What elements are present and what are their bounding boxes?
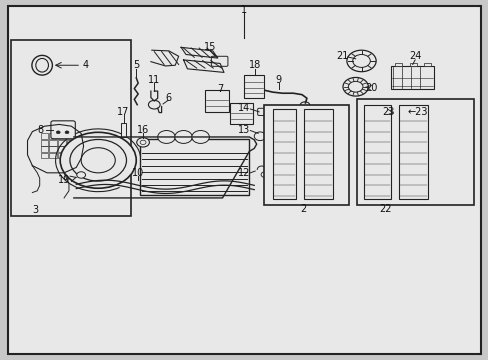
Text: 13: 13: [238, 125, 250, 135]
Circle shape: [148, 100, 160, 109]
Bar: [205, 90, 228, 112]
Text: 12: 12: [238, 168, 250, 178]
Text: 9: 9: [275, 75, 281, 85]
Bar: [121, 123, 126, 137]
Bar: [41, 146, 48, 152]
Text: 14: 14: [238, 103, 250, 113]
Text: 20: 20: [365, 83, 377, 93]
Circle shape: [347, 81, 362, 92]
Text: 4: 4: [83, 60, 89, 70]
Bar: [304, 109, 332, 199]
Bar: [243, 75, 264, 98]
Bar: [58, 146, 66, 152]
Bar: [41, 153, 48, 158]
Bar: [49, 134, 57, 139]
Polygon shape: [183, 60, 224, 72]
Text: 19: 19: [58, 175, 70, 185]
Text: 3: 3: [33, 206, 39, 216]
Circle shape: [300, 102, 309, 109]
Circle shape: [191, 131, 209, 143]
Bar: [356, 99, 473, 205]
Bar: [67, 134, 75, 139]
Circle shape: [56, 131, 60, 134]
Circle shape: [174, 131, 192, 143]
Text: 8: 8: [38, 125, 43, 135]
Circle shape: [60, 132, 136, 188]
Text: 23: 23: [382, 107, 394, 117]
Circle shape: [352, 54, 369, 67]
FancyBboxPatch shape: [257, 108, 271, 116]
Circle shape: [261, 172, 268, 177]
Circle shape: [77, 172, 85, 178]
Bar: [49, 140, 57, 145]
Text: 17: 17: [117, 107, 129, 117]
Circle shape: [140, 140, 146, 144]
Bar: [423, 63, 430, 66]
Circle shape: [81, 148, 115, 173]
Circle shape: [137, 138, 149, 147]
Bar: [41, 140, 48, 145]
Bar: [49, 153, 57, 158]
Ellipse shape: [32, 55, 52, 75]
Bar: [67, 146, 75, 152]
Bar: [49, 146, 57, 152]
Bar: [398, 105, 427, 199]
Circle shape: [158, 131, 175, 143]
Bar: [67, 140, 75, 145]
Circle shape: [65, 131, 69, 134]
Polygon shape: [27, 125, 83, 173]
Ellipse shape: [36, 58, 48, 72]
Bar: [394, 63, 401, 66]
Text: 22: 22: [379, 204, 391, 214]
Text: 15: 15: [204, 42, 216, 52]
Text: 11: 11: [148, 75, 160, 85]
Circle shape: [70, 139, 126, 181]
Bar: [58, 153, 66, 158]
Text: 16: 16: [137, 125, 149, 135]
Bar: [272, 109, 296, 199]
Polygon shape: [181, 47, 217, 58]
Bar: [229, 103, 253, 125]
Bar: [41, 134, 48, 139]
Text: ←23: ←23: [407, 107, 427, 117]
Circle shape: [254, 132, 265, 140]
Bar: [363, 105, 390, 199]
Text: 6: 6: [164, 93, 171, 103]
Text: 7: 7: [217, 84, 223, 94]
Bar: [140, 139, 249, 195]
Bar: [11, 40, 131, 216]
Text: 1: 1: [241, 5, 247, 15]
Text: 21: 21: [335, 51, 347, 61]
Text: 2: 2: [299, 204, 305, 214]
Bar: [58, 134, 66, 139]
Circle shape: [273, 172, 281, 177]
Bar: [390, 66, 433, 89]
Circle shape: [285, 172, 293, 177]
Text: 10: 10: [132, 168, 144, 178]
Polygon shape: [151, 50, 178, 66]
Text: 24: 24: [408, 51, 421, 61]
FancyBboxPatch shape: [211, 56, 227, 66]
Bar: [58, 140, 66, 145]
Bar: [67, 153, 75, 158]
Bar: [409, 63, 416, 66]
FancyBboxPatch shape: [51, 121, 75, 139]
Circle shape: [346, 50, 375, 72]
Text: 18: 18: [248, 60, 261, 70]
Bar: [264, 105, 348, 205]
Text: 5: 5: [133, 60, 139, 70]
Circle shape: [342, 77, 367, 96]
